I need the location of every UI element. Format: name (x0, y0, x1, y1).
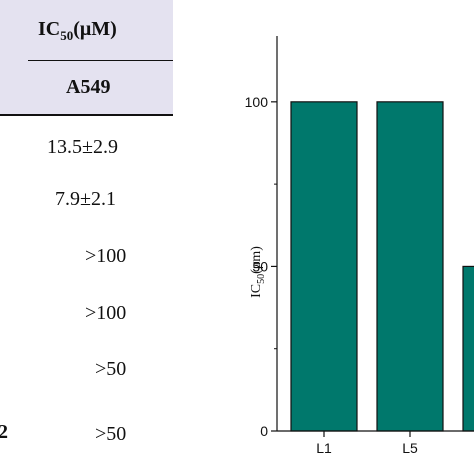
y-tick-label: 50 (252, 258, 268, 274)
table-row-label: 2 (0, 421, 8, 443)
table-header-bottom-rule (0, 114, 173, 116)
y-tick-label: 0 (260, 423, 268, 439)
table-cell-value-3: >100 (85, 245, 127, 267)
table-header (0, 0, 173, 115)
x-tick-label-l1: L1 (316, 440, 332, 456)
x-tick-label-l5: L5 (402, 440, 418, 456)
y-tick-label: 100 (245, 94, 269, 110)
bars-layer (290, 101, 474, 432)
bar-l1 (290, 101, 358, 432)
table-header-ic50: IC50(μM) (38, 18, 117, 43)
table-cell-value-5: >50 (95, 358, 127, 380)
table-cell-value-4: >100 (85, 302, 127, 324)
bar-d (462, 265, 474, 432)
y-axis-label: IC50(μm) (249, 246, 267, 298)
table-cell-value-2: 7.9±2.1 (55, 188, 116, 210)
table-header-cell-line: A549 (66, 76, 111, 98)
table-header-rule (28, 60, 173, 61)
table-cell-value-1: 13.5±2.9 (47, 136, 118, 158)
axis-layer: 050100L1L5D (245, 36, 474, 456)
bar-l5 (376, 101, 444, 432)
table-cell-value-6: >50 (95, 423, 127, 445)
